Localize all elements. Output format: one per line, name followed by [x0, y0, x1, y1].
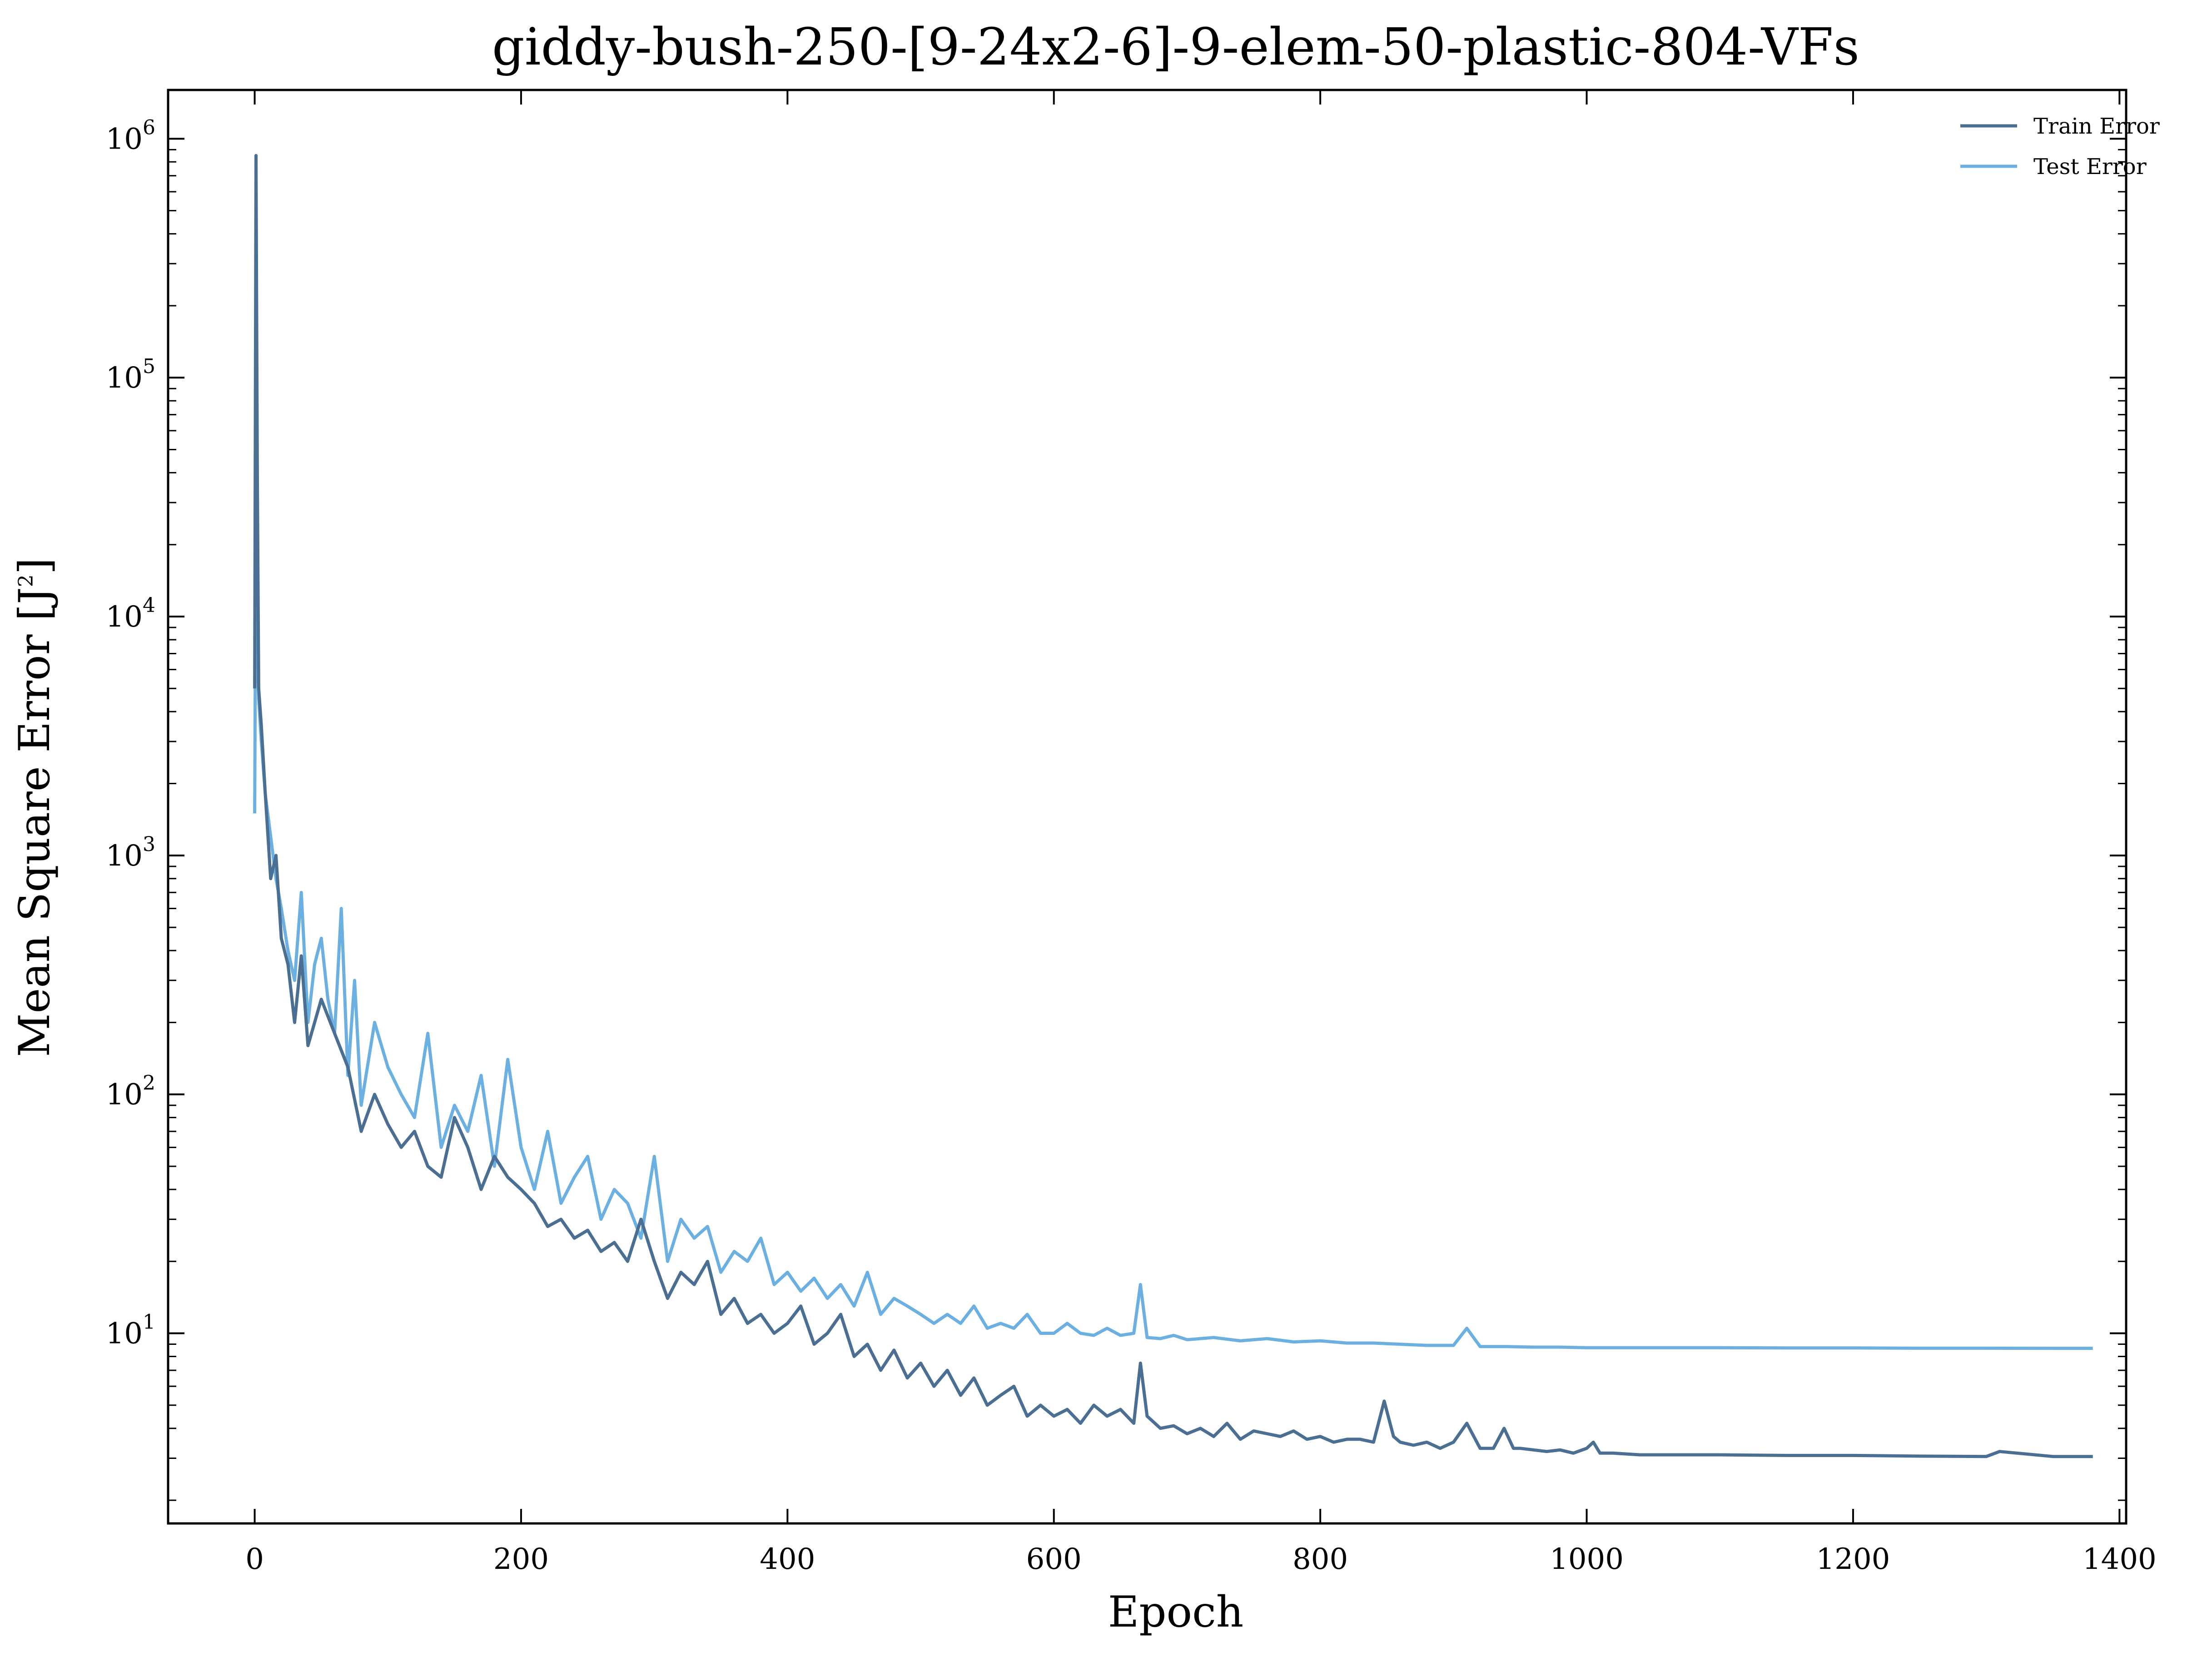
legend-label-train: Train Error — [2033, 114, 2160, 139]
y-axis-label-main: Mean Square Error [J — [10, 587, 60, 1057]
y-tick-label: 101 — [106, 1310, 155, 1350]
y-tick-label: 105 — [106, 355, 155, 395]
series-line-train — [253, 154, 2093, 1458]
chart-title: giddy-bush-250-[9-24x2-6]-9-elem-50-plas… — [492, 18, 1859, 77]
x-tick-label: 800 — [1292, 1543, 1348, 1576]
plot-area — [253, 154, 2093, 1458]
x-tick-label: 0 — [245, 1543, 264, 1576]
x-tick-label: 1000 — [1550, 1543, 1624, 1576]
y-tick-label: 103 — [106, 833, 155, 873]
legend: Train Error Test Error — [1960, 114, 2160, 179]
legend-label-test: Test Error — [2033, 154, 2147, 179]
x-tick-label: 600 — [1026, 1543, 1082, 1576]
y-tick-label: 106 — [106, 116, 155, 156]
series-line-test — [253, 501, 2093, 1350]
x-tick-label: 1400 — [2083, 1543, 2157, 1576]
y-axis-label-tail: ] — [10, 558, 60, 575]
x-axis: 0 200 400 600 800 1000 1200 1400 — [245, 90, 2157, 1576]
y-tick-label: 104 — [106, 594, 155, 634]
x-tick-label: 400 — [760, 1543, 815, 1576]
y-tick-label: 102 — [106, 1072, 155, 1112]
plot-frame — [167, 89, 2127, 1525]
x-tick-label: 200 — [493, 1543, 549, 1576]
y-axis-label-exponent: 2 — [15, 574, 38, 587]
x-tick-label: 1200 — [1816, 1543, 1890, 1576]
x-axis-label: Epoch — [1108, 1587, 1244, 1637]
y-axis: 101 102 103 104 105 106 — [106, 116, 2126, 1501]
y-axis-label: Mean Square Error [J2] — [10, 558, 60, 1057]
